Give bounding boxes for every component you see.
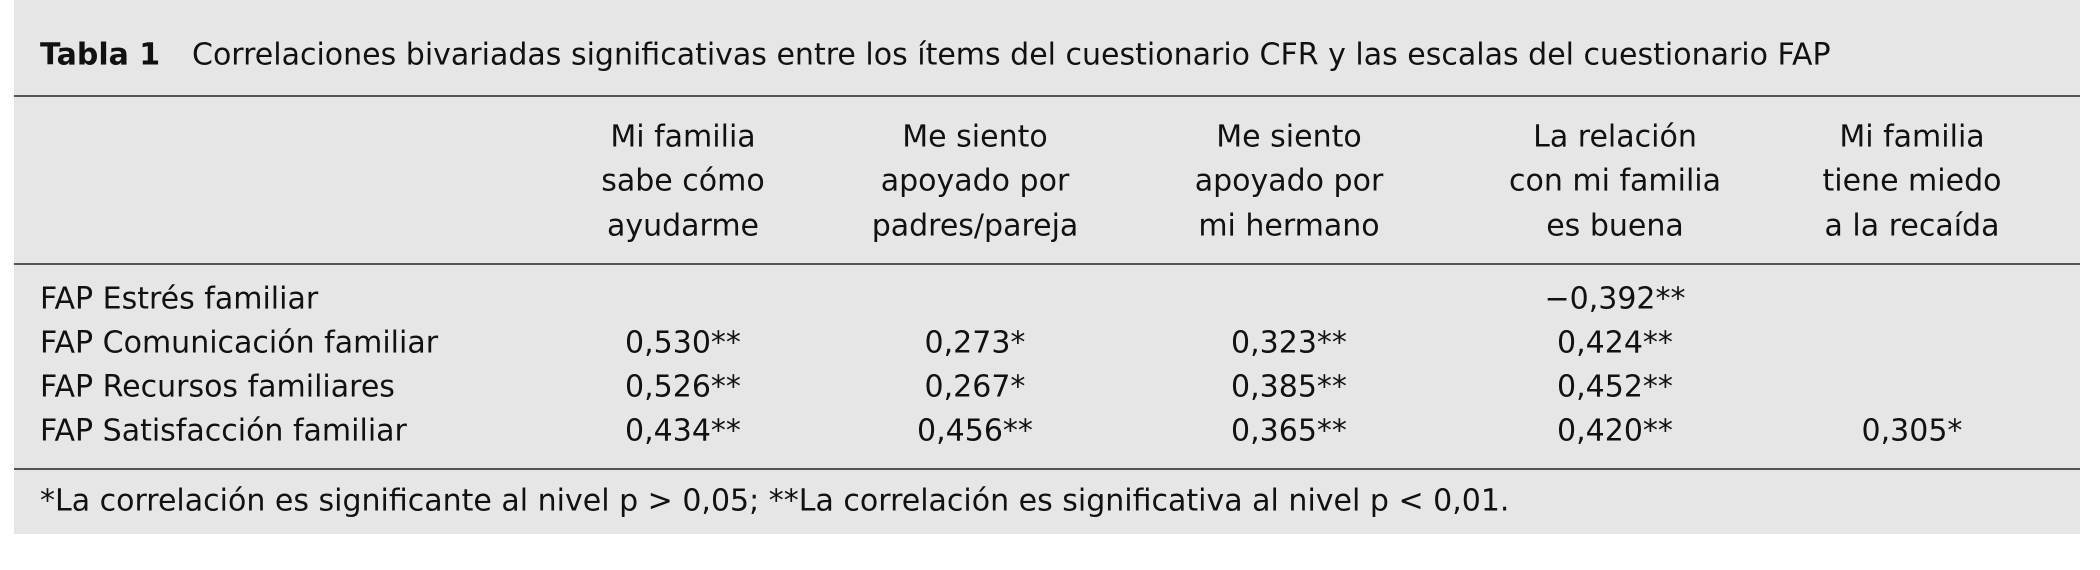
cell-value: 0,424** [1557,326,1673,361]
column-header: Me siento [902,120,1047,155]
table-background [14,0,2080,534]
cell-value: 0,267* [925,370,1026,405]
column-header: apoyado por [881,164,1070,199]
cell-value: 0,456** [917,414,1033,449]
footnote: *La correlación es significante al nivel… [40,484,1509,519]
column-header: ayudarme [607,209,759,244]
row-label: FAP Satisfacción familiar [40,414,408,449]
cell-value: 0,385** [1231,370,1347,405]
cell-value: 0,420** [1557,414,1673,449]
column-header: Me siento [1216,120,1361,155]
cell-value: 0,273* [925,326,1026,361]
column-header: La relación [1533,120,1697,155]
cell-value: 0,452** [1557,370,1673,405]
row-label: FAP Comunicación familiar [40,326,439,361]
column-header: es buena [1546,209,1684,244]
cell-value: 0,434** [625,414,741,449]
column-header: Mi familia [610,120,755,155]
cell-value: 0,530** [625,326,741,361]
table-label: Tabla 1 [40,38,160,73]
column-header: Mi familia [1839,120,1984,155]
column-header: apoyado por [1195,164,1384,199]
cell-value: 0,305* [1862,414,1963,449]
cell-value: 0,526** [625,370,741,405]
cell-value: 0,365** [1231,414,1347,449]
column-header: sabe cómo [601,164,764,199]
row-label: FAP Recursos familiares [40,370,395,405]
column-header: con mi familia [1509,164,1721,199]
column-header: padres/pareja [872,209,1079,244]
row-label: FAP Estrés familiar [40,282,319,317]
cell-value: 0,323** [1231,326,1347,361]
column-header: a la recaída [1825,209,2000,244]
column-header: mi hermano [1198,209,1379,244]
cell-value: −0,392** [1544,282,1685,317]
column-header: tiene miedo [1823,164,2002,199]
table-caption: Correlaciones bivariadas significativas … [192,38,1831,73]
